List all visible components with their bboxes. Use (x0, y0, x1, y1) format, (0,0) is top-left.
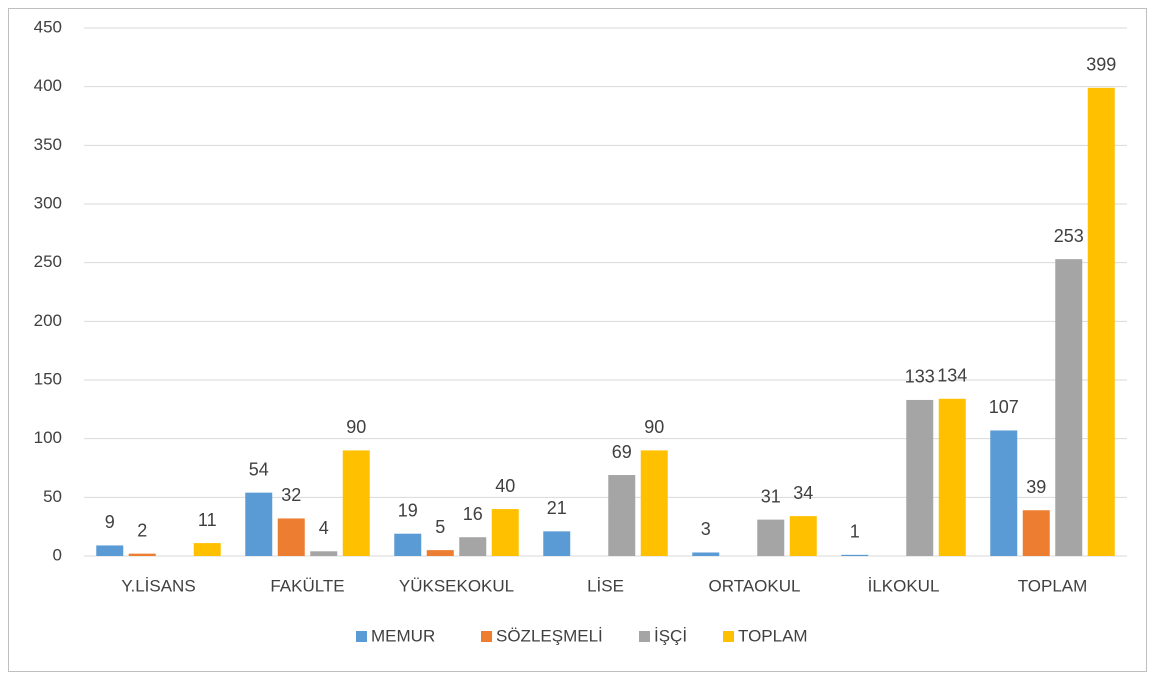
bar (608, 475, 636, 556)
data-label: 40 (495, 476, 515, 496)
data-label: 21 (547, 498, 567, 518)
bar (277, 518, 305, 556)
y-tick-label: 300 (34, 193, 62, 212)
bar (640, 450, 668, 556)
bar (789, 516, 817, 556)
data-label: 54 (249, 459, 269, 479)
x-tick-label: YÜKSEKOKUL (399, 576, 514, 595)
y-tick-label: 200 (34, 311, 62, 330)
data-label: 2 (137, 520, 147, 540)
x-tick-label: İLKOKUL (868, 576, 940, 595)
y-tick-label: 0 (53, 545, 62, 564)
bar (459, 537, 487, 556)
bar (990, 430, 1018, 556)
legend-label: İŞÇİ (654, 626, 687, 645)
data-label: 1 (850, 522, 860, 542)
legend-swatch (481, 631, 492, 642)
data-label: 90 (346, 417, 366, 437)
x-tick-label: FAKÜLTE (270, 576, 344, 595)
x-tick-label: LİSE (587, 576, 624, 595)
data-label: 253 (1054, 226, 1084, 246)
bar (1022, 510, 1050, 556)
y-tick-label: 150 (34, 369, 62, 388)
bar (692, 552, 720, 556)
data-label: 399 (1086, 55, 1116, 75)
bar (906, 399, 934, 556)
legend-swatch (723, 631, 734, 642)
y-tick-label: 350 (34, 135, 62, 154)
x-tick-label: Y.LİSANS (121, 576, 195, 595)
chart-border (8, 8, 1147, 672)
bar (310, 551, 338, 556)
bar (426, 550, 454, 556)
y-tick-label: 400 (34, 76, 62, 95)
x-tick-label: ORTAOKUL (709, 576, 801, 595)
data-label: 34 (793, 483, 813, 503)
bar (394, 533, 422, 556)
y-tick-label: 450 (34, 17, 62, 36)
data-label: 39 (1026, 477, 1046, 497)
bar (96, 545, 124, 556)
data-label: 3 (701, 519, 711, 539)
data-label: 69 (612, 442, 632, 462)
data-label: 9 (105, 512, 115, 532)
bar (543, 531, 571, 556)
data-label: 134 (937, 366, 967, 386)
data-label: 31 (761, 486, 781, 506)
data-label: 5 (435, 517, 445, 537)
legend-label: TOPLAM (738, 626, 808, 645)
bar (128, 553, 156, 556)
bar (841, 554, 869, 556)
data-label: 32 (281, 485, 301, 505)
legend-label: SÖZLEŞMELİ (496, 626, 603, 645)
data-label: 90 (644, 417, 664, 437)
bar (193, 543, 221, 556)
data-label: 16 (463, 504, 483, 524)
y-tick-label: 100 (34, 428, 62, 447)
legend-swatch (639, 631, 650, 642)
bar (245, 492, 273, 556)
bar (491, 509, 519, 556)
data-label: 107 (989, 397, 1019, 417)
y-tick-label: 250 (34, 252, 62, 271)
bar (757, 519, 785, 556)
bar (938, 398, 966, 556)
y-tick-label: 50 (43, 487, 62, 506)
bar (342, 450, 370, 556)
bar (1055, 259, 1083, 556)
legend-label: MEMUR (371, 626, 435, 645)
data-label: 19 (398, 500, 418, 520)
data-label: 11 (198, 510, 217, 530)
data-label: 133 (905, 367, 935, 387)
bar (1087, 87, 1115, 556)
x-tick-label: TOPLAM (1018, 576, 1088, 595)
data-label: 4 (319, 518, 329, 538)
legend-swatch (356, 631, 367, 642)
